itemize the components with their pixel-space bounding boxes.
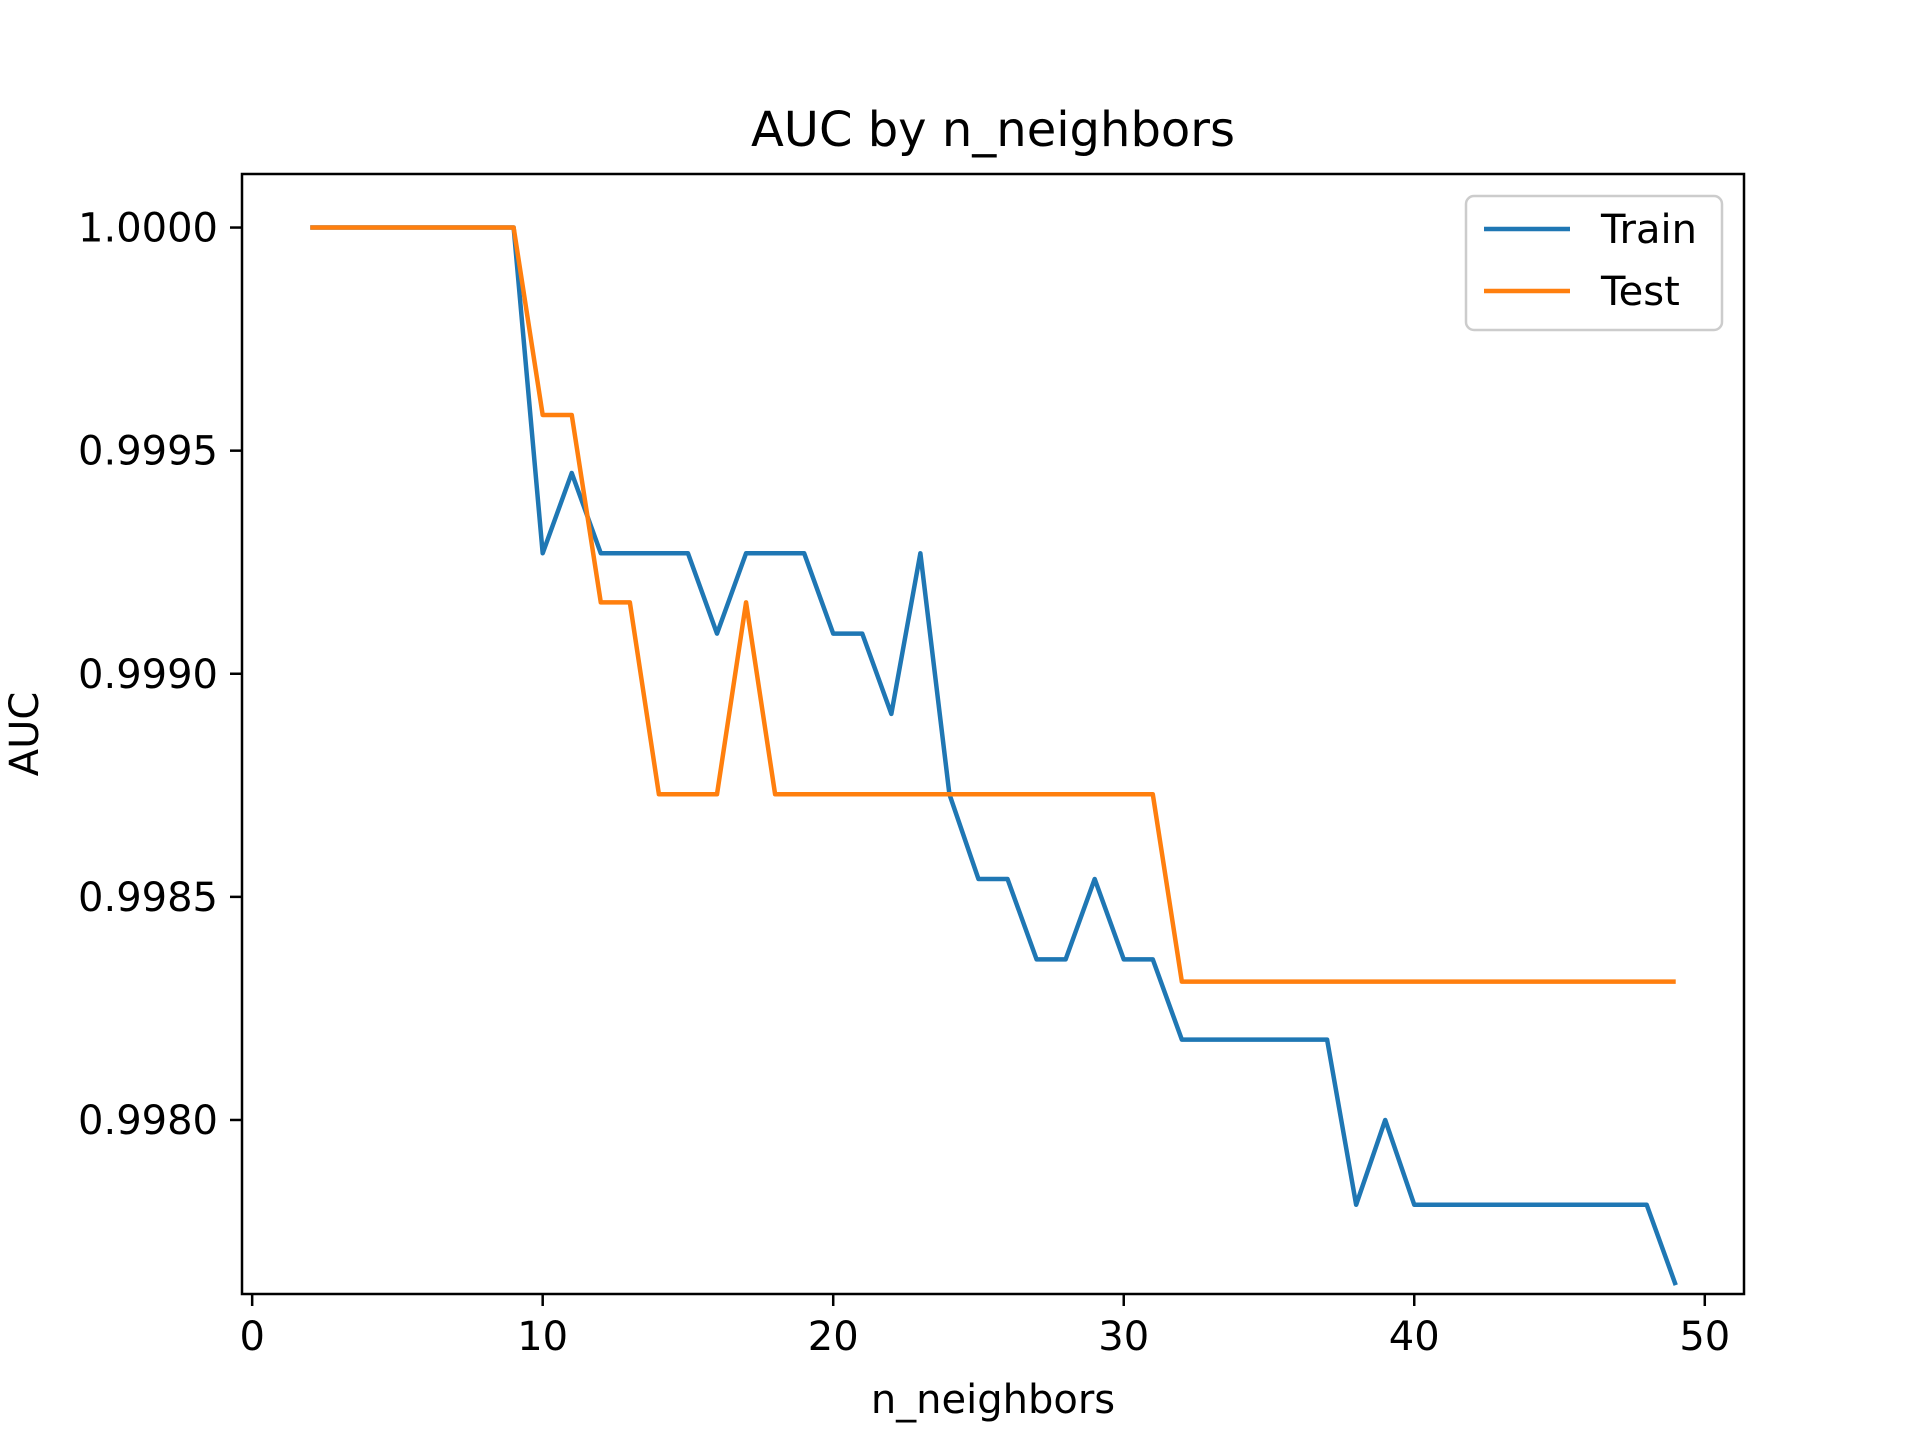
y-tick-label: 0.9980: [78, 1098, 218, 1144]
x-axis: 0 10 20 30 40 50: [239, 1294, 1730, 1360]
legend: Train Test: [1464, 194, 1724, 332]
x-tick-label: 0: [239, 1314, 264, 1360]
y-tick-label: 1.0000: [78, 206, 218, 252]
y-tick-label: 0.9985: [78, 875, 218, 921]
plot-lines: [310, 225, 1678, 1286]
x-tick-label: 20: [808, 1314, 859, 1360]
series-line-train: [310, 225, 1678, 1286]
legend-train-label: Train: [1600, 207, 1697, 253]
x-axis-label: n_neighbors: [871, 1377, 1115, 1423]
x-tick-label: 50: [1679, 1314, 1730, 1360]
x-tick-label: 10: [517, 1314, 568, 1360]
y-axis: 0.9980 0.9985 0.9990 0.9995 1.0000: [78, 206, 242, 1144]
legend-test-label: Test: [1600, 269, 1680, 315]
series-line-test: [310, 225, 1676, 984]
plot-frame: [240, 172, 1746, 1296]
chart-title: AUC by n_neighbors: [751, 102, 1235, 158]
x-tick-label: 30: [1098, 1314, 1149, 1360]
y-tick-label: 0.9995: [78, 429, 218, 475]
y-tick-label: 0.9990: [78, 652, 218, 698]
x-tick-label: 40: [1389, 1314, 1440, 1360]
y-axis-label: AUC: [2, 692, 48, 777]
